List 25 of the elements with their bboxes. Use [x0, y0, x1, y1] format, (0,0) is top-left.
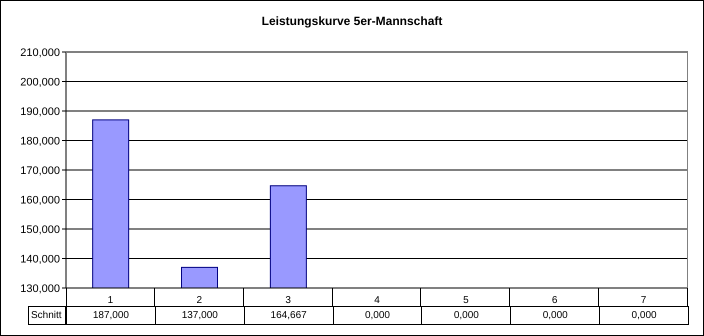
data-label: 164,667: [244, 306, 334, 325]
text: 0,000: [364, 310, 390, 321]
x-tick-label: 3: [285, 295, 292, 306]
chart-title: Leistungskurve 5er-Mannschaft: [260, 14, 444, 28]
text: 0,000: [632, 310, 657, 321]
y-tick-label: 200,000: [20, 76, 60, 88]
y-tick-label: 160,000: [20, 194, 60, 206]
text: 0,000: [454, 310, 479, 321]
y-tick-label: 130,000: [20, 282, 60, 295]
x-tick-label: 1: [108, 295, 114, 306]
y-tick-label: 180,000: [20, 135, 60, 148]
data-label: 137,000: [154, 306, 245, 325]
y-tick-label: 210,000: [20, 46, 60, 59]
text: Schnitt: [28, 306, 66, 325]
y-tick-label: 170,000: [20, 164, 60, 177]
text: 0,000: [542, 310, 568, 321]
y-tick-label: 190,000: [20, 106, 60, 118]
y-tick-label: 140,000: [20, 253, 60, 266]
data-label: 187,000: [66, 306, 156, 325]
x-tick-label: 2: [196, 295, 203, 306]
y-tick-label: 150,000: [20, 224, 60, 236]
x-tick-label: 7: [640, 295, 647, 306]
x-tick-label: 5: [463, 295, 470, 306]
x-tick-label: 6: [552, 295, 558, 306]
x-tick-label: 4: [374, 295, 380, 306]
